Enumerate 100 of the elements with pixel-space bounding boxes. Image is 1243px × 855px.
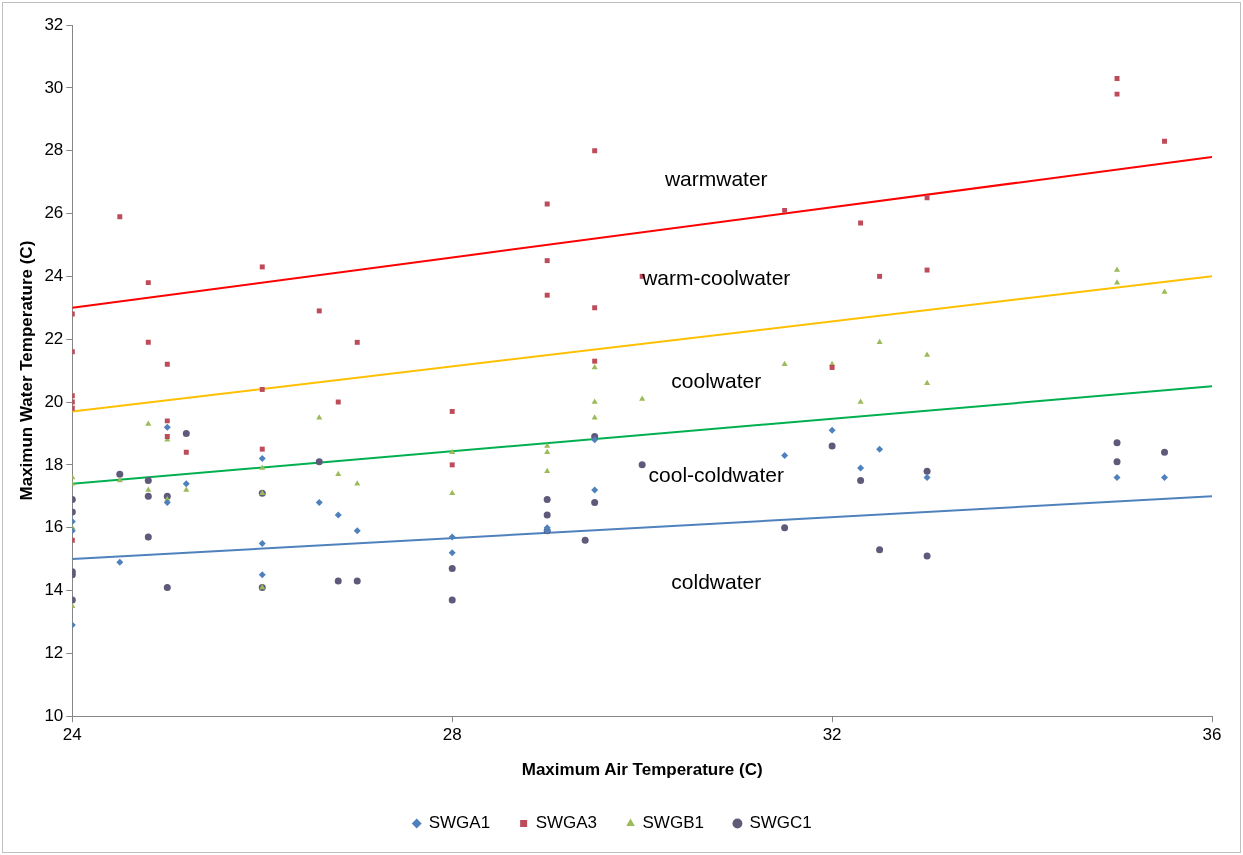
point: [449, 489, 456, 495]
point: [828, 426, 836, 434]
point: [857, 477, 865, 485]
point: [354, 339, 360, 345]
annotation: cool-coldwater: [648, 462, 784, 486]
point: [544, 258, 550, 264]
point: [1114, 91, 1120, 97]
point: [1113, 458, 1121, 466]
point: [591, 398, 598, 404]
point: [924, 195, 930, 201]
x-axis-title: Maximum Air Temperature (C): [521, 760, 763, 780]
point: [316, 308, 322, 314]
point: [828, 442, 836, 450]
y-tick-label: 18: [44, 454, 64, 474]
point: [145, 339, 151, 345]
point: [544, 467, 551, 473]
point: [259, 446, 265, 452]
point: [638, 461, 646, 469]
point: [183, 486, 190, 492]
point: [923, 473, 931, 481]
point: [1161, 473, 1169, 481]
x-tick-label: 32: [822, 725, 842, 745]
point: [259, 264, 265, 270]
point: [117, 214, 123, 220]
point: [182, 429, 190, 437]
point: [877, 273, 883, 279]
y-tick-label: 10: [44, 705, 64, 725]
point: [1113, 473, 1121, 481]
point: [924, 379, 931, 385]
point: [315, 458, 323, 466]
point: [923, 552, 931, 560]
x-tick-label: 36: [1202, 725, 1222, 745]
point: [448, 533, 456, 541]
point: [334, 511, 342, 519]
point: [449, 448, 456, 455]
point: [544, 292, 550, 298]
y-tick-label: 30: [44, 77, 64, 97]
y-tick-label: 32: [44, 14, 64, 34]
legend-label: SWGC1: [749, 813, 812, 833]
point: [829, 364, 835, 370]
point: [448, 549, 456, 557]
point: [1114, 75, 1120, 81]
point: [258, 571, 266, 579]
point: [258, 539, 266, 547]
y-axis-title: Maximun Water Temperature (C): [16, 240, 36, 501]
point: [1161, 448, 1169, 456]
point: [144, 533, 152, 541]
point: [353, 527, 361, 535]
point: [1161, 288, 1168, 294]
point: [544, 448, 551, 455]
point: [924, 267, 930, 273]
point: [858, 220, 864, 226]
point: [183, 449, 189, 455]
annotation: warm-coolwater: [641, 265, 791, 289]
point: [544, 442, 551, 448]
point: [164, 418, 170, 424]
point: [259, 386, 265, 392]
point: [144, 477, 152, 485]
point: [448, 596, 456, 604]
point: [163, 423, 171, 431]
x-tick-label: 28: [442, 725, 462, 745]
y-tick-label: 20: [44, 391, 64, 411]
legend-label: SWGA3: [535, 813, 598, 833]
legend-label: SWGA1: [428, 813, 491, 833]
point: [145, 486, 152, 492]
point: [1162, 138, 1167, 144]
y-tick-label: 22: [44, 328, 64, 348]
y-tick-label: 14: [44, 580, 64, 600]
point: [924, 351, 931, 357]
point: [335, 470, 342, 477]
point: [543, 511, 551, 519]
point: [781, 524, 789, 532]
point: [581, 536, 589, 544]
point: [876, 445, 884, 453]
y-tick-label: 16: [44, 517, 64, 537]
point: [639, 395, 646, 401]
point: [592, 358, 598, 364]
point: [449, 462, 455, 468]
point: [782, 207, 788, 213]
point: [116, 558, 124, 566]
point: [164, 361, 170, 367]
point: [259, 464, 266, 470]
point: [592, 305, 598, 311]
point: [163, 499, 171, 507]
y-tick-label: 26: [44, 203, 64, 223]
annotation: warmwater: [663, 167, 768, 191]
y-tick-label: 12: [44, 643, 64, 663]
point: [448, 565, 456, 573]
annotation: coldwater: [671, 570, 762, 594]
point: [591, 499, 599, 507]
point: [876, 338, 883, 345]
point: [781, 360, 788, 367]
point: [182, 480, 190, 488]
point: [116, 470, 124, 478]
legend-label: SWGB1: [642, 813, 704, 833]
point: [591, 363, 598, 370]
annotation: coolwater: [671, 368, 762, 392]
y-tick-label: 28: [44, 140, 64, 160]
point: [145, 420, 152, 426]
point: [145, 280, 151, 286]
